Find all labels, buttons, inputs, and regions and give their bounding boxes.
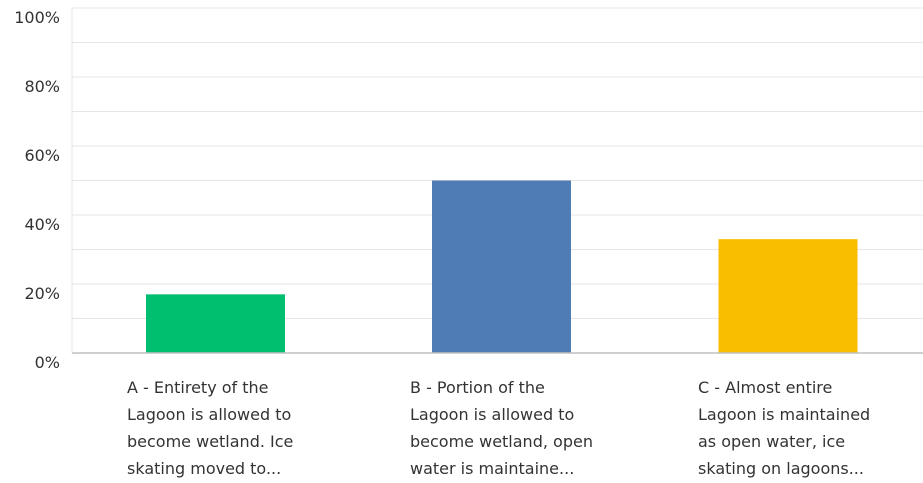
y-axis-ticks: 0% 20% 40% 60% 80% 100% (14, 8, 60, 372)
bar-c[interactable] (718, 239, 858, 353)
bars (146, 180, 858, 354)
bar-b[interactable] (432, 180, 571, 354)
bar-a[interactable] (146, 294, 285, 353)
category-label-a: A - Entirety of the Lagoon is allowed to… (127, 378, 294, 478)
y-tick-label: 100% (14, 8, 60, 27)
y-tick-label: 0% (35, 353, 60, 372)
y-tick-label: 20% (24, 284, 60, 303)
y-tick-label: 60% (24, 146, 60, 165)
y-tick-label: 40% (24, 215, 60, 234)
category-label-c: C - Almost entire Lagoon is maintained a… (698, 378, 871, 478)
y-tick-label: 80% (24, 77, 60, 96)
category-label-b: B - Portion of the Lagoon is allowed to … (410, 378, 593, 478)
